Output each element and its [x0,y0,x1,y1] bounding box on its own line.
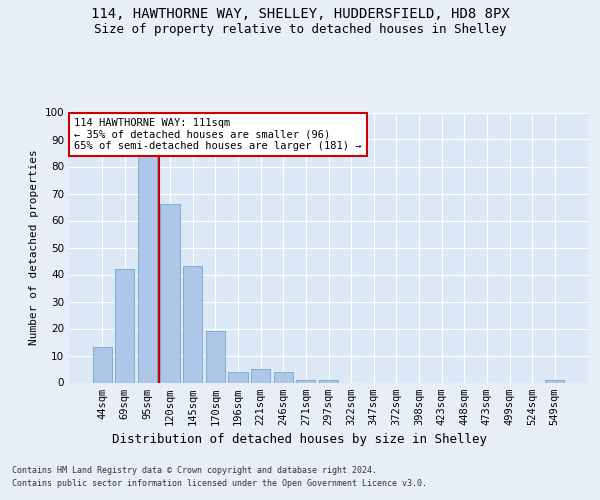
Text: 114, HAWTHORNE WAY, SHELLEY, HUDDERSFIELD, HD8 8PX: 114, HAWTHORNE WAY, SHELLEY, HUDDERSFIEL… [91,8,509,22]
Text: 114 HAWTHORNE WAY: 111sqm
← 35% of detached houses are smaller (96)
65% of semi-: 114 HAWTHORNE WAY: 111sqm ← 35% of detac… [74,118,362,151]
Bar [545,380,565,382]
Bar [183,266,202,382]
Bar [138,156,157,382]
Text: Size of property relative to detached houses in Shelley: Size of property relative to detached ho… [94,22,506,36]
Text: Distribution of detached houses by size in Shelley: Distribution of detached houses by size … [113,432,487,446]
Text: Contains HM Land Registry data © Crown copyright and database right 2024.: Contains HM Land Registry data © Crown c… [12,466,377,475]
Bar [296,380,316,382]
Bar [229,372,248,382]
Bar [251,369,270,382]
Bar [274,372,293,382]
Bar [206,331,225,382]
Bar [115,269,134,382]
Text: Contains public sector information licensed under the Open Government Licence v3: Contains public sector information licen… [12,479,427,488]
Y-axis label: Number of detached properties: Number of detached properties [29,150,39,346]
Bar [160,204,180,382]
Bar [92,348,112,382]
Bar [319,380,338,382]
